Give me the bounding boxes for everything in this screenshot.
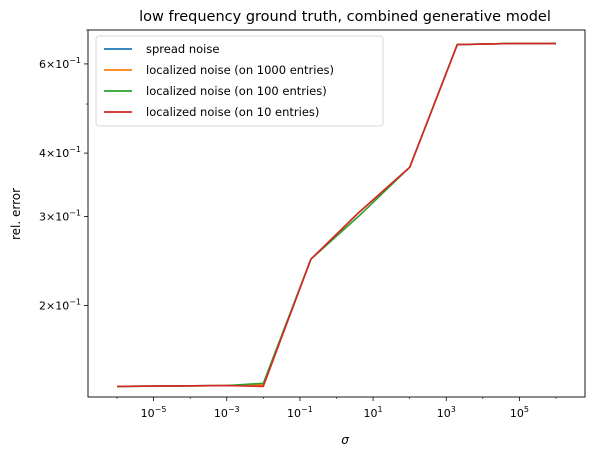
x-tick-label-5: 105 xyxy=(510,405,529,420)
x-tick-label-0: 10−5 xyxy=(141,405,167,420)
x-tick-label-1: 10−3 xyxy=(214,405,240,420)
plot-area xyxy=(116,42,556,388)
legend-label-0: spread noise xyxy=(146,42,219,56)
x-axis: 10−5 10−3 10−1 101 103 105 xyxy=(116,397,557,420)
x-tick-label-3: 101 xyxy=(364,405,383,420)
y-tick-label-2: 4×10−1 xyxy=(39,145,81,160)
series-line-3 xyxy=(116,42,556,388)
y-axis-label: rel. error xyxy=(9,188,23,240)
x-tick-label-4: 103 xyxy=(437,405,456,420)
x-tick-label-2: 10−1 xyxy=(287,405,313,420)
x-axis-label: σ xyxy=(341,433,349,447)
legend-label-2: localized noise (on 100 entries) xyxy=(146,84,327,98)
y-tick-label-3: 6×10−1 xyxy=(39,56,81,71)
legend-label-1: localized noise (on 1000 entries) xyxy=(146,63,334,77)
plot-frame xyxy=(87,29,586,398)
y-tick-label-1: 3×10−1 xyxy=(39,208,81,223)
legend-label-3: localized noise (on 10 entries) xyxy=(146,105,319,119)
chart-title: low frequency ground truth, combined gen… xyxy=(139,9,551,25)
y-tick-label-0: 2×10−1 xyxy=(39,298,81,313)
y-axis: 2×10−1 3×10−1 4×10−1 6×10−1 xyxy=(39,29,88,313)
legend-box xyxy=(95,35,384,127)
legend: spread noise localized noise (on 1000 ent… xyxy=(95,35,384,127)
